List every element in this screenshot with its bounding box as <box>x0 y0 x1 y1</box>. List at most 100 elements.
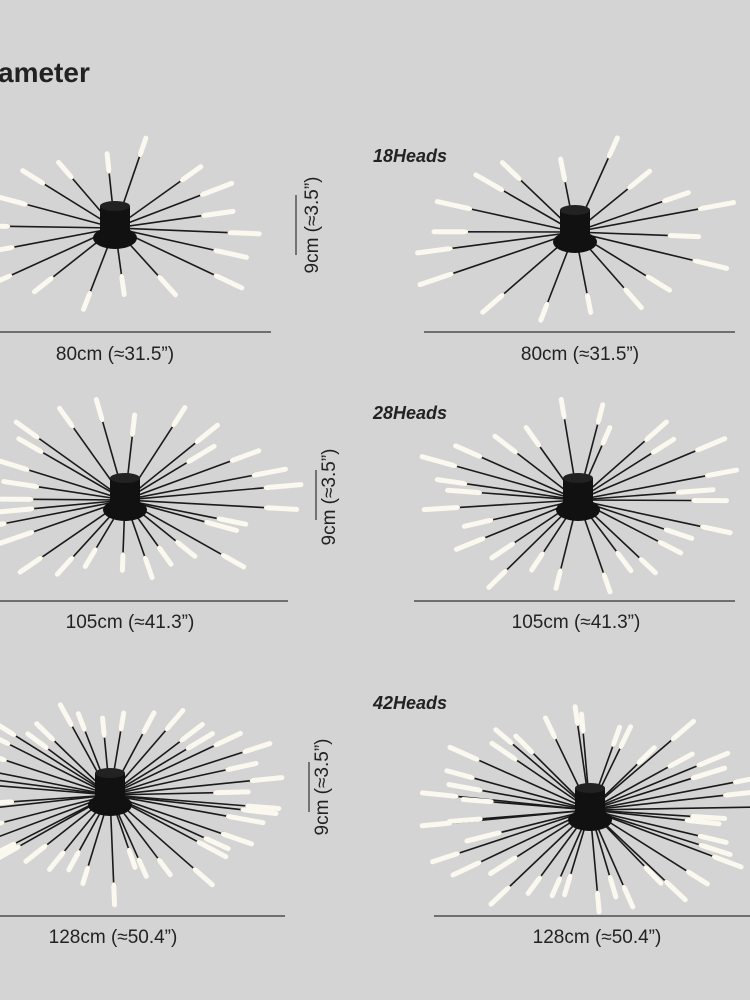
arm <box>109 794 229 818</box>
light-tube <box>192 867 215 888</box>
light-tube <box>601 572 613 595</box>
arm <box>479 455 579 501</box>
light-tube <box>47 850 66 872</box>
light-tube <box>473 172 505 193</box>
light-tube <box>57 405 75 429</box>
arm <box>589 764 700 811</box>
light-tube <box>226 813 266 826</box>
light-tube <box>421 505 460 513</box>
light-tube <box>263 482 304 491</box>
light-tube <box>525 875 543 896</box>
light-tube <box>461 517 494 529</box>
light-tube <box>667 751 695 769</box>
arm <box>574 207 701 233</box>
chandelier <box>0 702 285 908</box>
light-tube <box>684 817 722 827</box>
width-label: 128cm (≈50.4”) <box>533 927 662 948</box>
light-tube <box>164 708 186 732</box>
light-tube <box>488 885 511 907</box>
light-tube <box>698 842 733 857</box>
arm <box>3 499 126 525</box>
width-label: 128cm (≈50.4”) <box>49 927 178 948</box>
light-tube <box>445 487 482 496</box>
light-tube <box>0 244 15 253</box>
light-tube <box>695 436 728 453</box>
light-tube <box>618 724 634 749</box>
light-tube <box>0 841 17 854</box>
width-label: 80cm (≈31.5”) <box>56 344 174 365</box>
arm <box>109 791 216 796</box>
arm <box>589 806 750 811</box>
light-tube <box>489 541 516 561</box>
light-tube <box>0 458 30 473</box>
canopy-body <box>95 773 125 805</box>
light-tube <box>23 843 48 864</box>
light-tube <box>156 857 173 878</box>
chandelier <box>0 397 304 581</box>
light-tube <box>415 246 453 256</box>
light-tube <box>81 290 93 312</box>
width-label: 80cm (≈31.5”) <box>521 344 639 365</box>
light-tube <box>538 301 550 323</box>
heads-label: 42Heads <box>372 693 447 713</box>
light-tube <box>0 194 28 207</box>
light-tube <box>711 854 744 870</box>
chandelier <box>419 704 750 915</box>
arm <box>450 231 576 250</box>
arm <box>30 498 126 501</box>
light-tube <box>251 466 288 478</box>
light-tube <box>419 820 453 829</box>
chandelier <box>415 135 737 323</box>
light-tube <box>549 876 563 899</box>
arm <box>589 781 736 811</box>
light-tube <box>157 274 179 298</box>
light-tube <box>493 727 514 746</box>
arm <box>109 779 253 796</box>
canopy-body <box>563 478 593 510</box>
light-tube <box>595 402 606 425</box>
light-tube <box>572 704 581 726</box>
light-tube <box>111 882 118 908</box>
arm <box>114 227 231 234</box>
light-tube <box>0 799 15 806</box>
light-tube <box>685 869 710 887</box>
light-tube <box>663 527 695 541</box>
light-tube <box>227 230 262 237</box>
light-tube <box>54 555 75 577</box>
light-tube <box>529 551 545 573</box>
light-tube <box>141 710 157 735</box>
canopy-top <box>100 201 130 211</box>
light-tube <box>66 850 81 873</box>
light-tube <box>419 790 459 799</box>
arm <box>457 499 579 509</box>
light-tube <box>434 199 473 212</box>
light-tube <box>499 160 522 182</box>
light-tube <box>732 776 750 785</box>
light-tube <box>1 479 40 490</box>
light-tube <box>594 890 602 915</box>
light-tube <box>650 436 677 455</box>
height-label: 9cm (≈3.5”) <box>319 449 340 546</box>
light-tube <box>690 765 728 781</box>
light-tube <box>75 711 87 732</box>
arm <box>479 491 579 501</box>
canopy-body <box>100 206 130 238</box>
light-tube <box>142 555 155 581</box>
arm <box>0 772 111 796</box>
light-tube <box>242 741 273 755</box>
arm <box>577 449 698 501</box>
light-tube <box>704 467 740 479</box>
light-tube <box>213 789 251 796</box>
heads-label: 28Heads <box>372 403 447 423</box>
light-tube <box>558 396 567 420</box>
light-tube <box>700 524 733 536</box>
arm <box>577 474 708 501</box>
light-tube <box>523 425 542 448</box>
light-tube <box>16 436 44 455</box>
light-tube <box>464 830 502 844</box>
light-tube <box>93 397 105 423</box>
light-tube <box>119 552 126 573</box>
light-tube <box>667 233 702 240</box>
